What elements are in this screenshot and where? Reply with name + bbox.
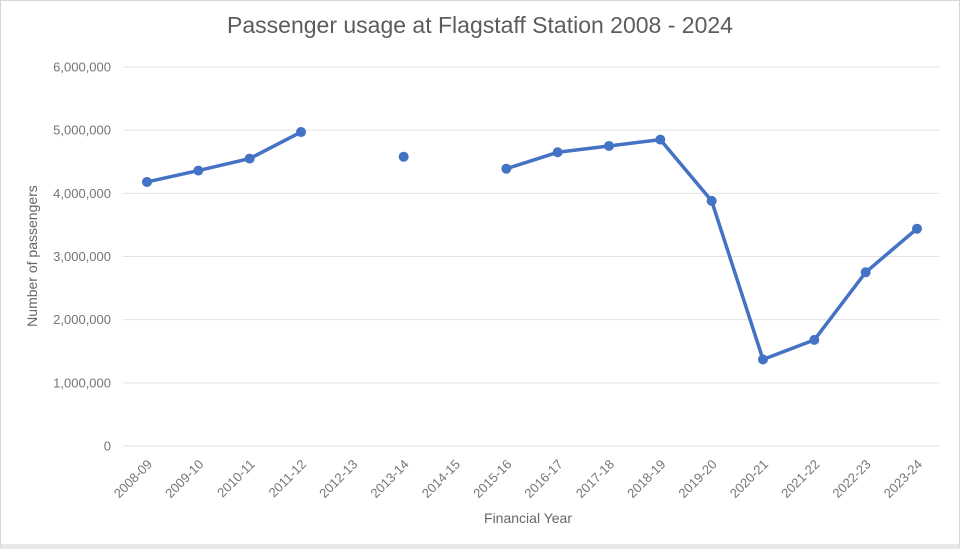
x-tick-label: 2009-10: [162, 457, 206, 501]
data-point: [193, 165, 204, 176]
x-tick-label: 2016-17: [521, 457, 565, 501]
data-point: [758, 354, 768, 365]
data-point: [244, 153, 255, 164]
y-tick-label: 5,000,000: [53, 123, 111, 138]
x-tick-label: 2019-20: [675, 457, 719, 501]
data-point: [296, 127, 306, 138]
x-tick-label: 2018-19: [624, 457, 668, 501]
x-axis-title: Financial Year: [484, 510, 572, 526]
data-point: [501, 163, 512, 174]
x-tick-label: 2008-09: [111, 457, 155, 501]
x-tick-label: 2010-11: [214, 457, 258, 501]
y-tick-label: 4,000,000: [53, 186, 111, 201]
x-tick-label: 2015-16: [470, 457, 514, 501]
y-tick-label: 6,000,000: [53, 60, 111, 75]
data-point: [809, 334, 820, 345]
y-tick-label: 0: [104, 439, 111, 454]
data-line: [145, 130, 303, 184]
x-tick-label: 2021-22: [778, 457, 822, 501]
data-point: [706, 195, 717, 206]
x-tick-label: 2017-18: [573, 457, 617, 501]
x-tick-label: 2023-24: [881, 457, 925, 501]
data-point: [860, 267, 871, 278]
chart-title: Passenger usage at Flagstaff Station 200…: [227, 12, 733, 38]
data-point: [604, 140, 614, 151]
data-point: [552, 147, 563, 158]
data-point: [912, 223, 922, 234]
x-tick-label: 2022-23: [829, 457, 873, 501]
x-tick-label: 2011-12: [265, 457, 309, 501]
x-tick-label: 2012-13: [316, 457, 360, 501]
data-point: [142, 176, 152, 187]
data-point: [655, 134, 666, 145]
data-line: [504, 137, 919, 362]
data-point: [398, 151, 409, 162]
y-tick-label: 1,000,000: [53, 375, 111, 390]
x-tick-label: 2013-14: [367, 457, 411, 501]
y-tick-label: 3,000,000: [53, 249, 111, 264]
x-tick-label: 2014-15: [419, 457, 463, 501]
x-tick-label: 2020-21: [727, 457, 771, 501]
y-tick-label: 2,000,000: [53, 312, 111, 327]
